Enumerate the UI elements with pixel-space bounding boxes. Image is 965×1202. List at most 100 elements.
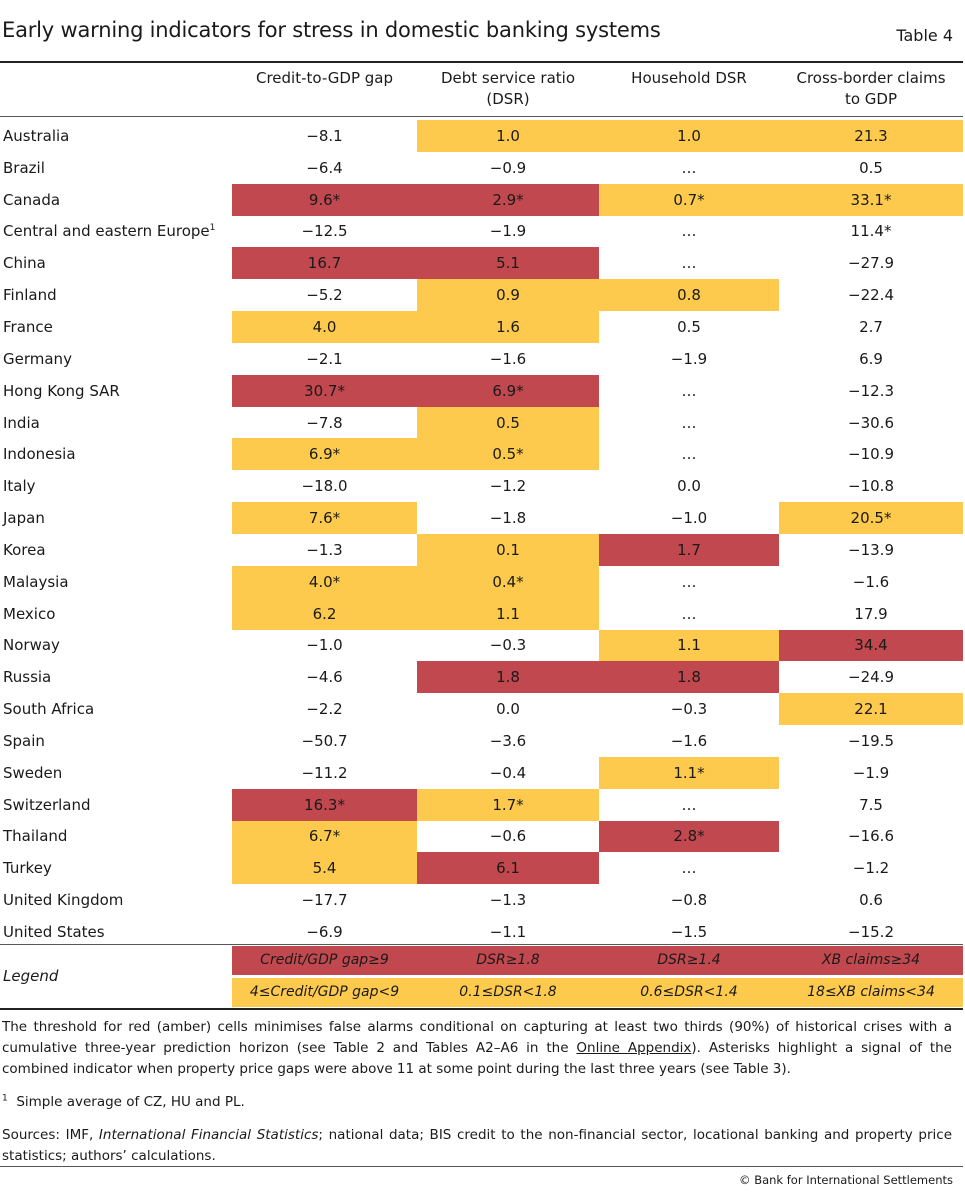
country-name: Japan [3, 509, 45, 528]
table-row: India −7.8 0.5 … −30.6 [0, 406, 963, 439]
country-name: Finland [3, 286, 57, 305]
cell-dsr: 1.8 [417, 661, 599, 694]
cell-household-dsr: 1.1* [599, 756, 779, 789]
cell-dsr: 6.1 [417, 852, 599, 885]
legend: Legend Credit/GDP gap≥9 DSR≥1.8 DSR≥1.4 … [0, 945, 963, 1008]
country-name: Turkey [3, 859, 52, 878]
country-name: Italy [3, 477, 36, 496]
cell-dsr: −0.6 [489, 827, 527, 846]
legend-amber-dsr: 0.1≤DSR<1.8 [417, 978, 599, 1007]
table-row: Sweden −11.2 −0.4 1.1* −1.9 [0, 756, 963, 789]
cell-household-dsr: −1.0 [670, 509, 708, 528]
cell-dsr: 5.1 [417, 247, 599, 280]
table-row: Brazil −6.4 −0.9 … 0.5 [0, 152, 963, 184]
header-country [0, 64, 232, 120]
cell-credit-gap: 4.0* [232, 565, 417, 598]
cell-household-dsr: … [681, 413, 697, 432]
cell-household-dsr: … [681, 604, 697, 623]
cell-cross-border: −22.4 [848, 286, 894, 305]
cell-dsr: 1.0 [417, 120, 599, 152]
cell-household-dsr: −1.6 [670, 731, 708, 750]
cell-household-dsr: … [681, 859, 697, 878]
header-credit-gap: Credit-to-GDP gap [255, 69, 394, 87]
cell-credit-gap: 16.7 [232, 247, 417, 280]
cell-cross-border: 7.5 [859, 795, 883, 814]
cell-credit-gap: −2.1 [306, 349, 343, 368]
cell-credit-gap: −6.4 [306, 158, 343, 177]
online-appendix-link[interactable]: Online Appendix [576, 1040, 692, 1056]
cell-household-dsr: … [681, 572, 697, 591]
table-row: Italy −18.0 −1.2 0.0 −10.8 [0, 470, 963, 502]
cell-cross-border: −10.9 [848, 445, 894, 464]
legend-amber-xb-claims: 18≤XB claims<34 [779, 978, 963, 1007]
country-name: United Kingdom [3, 891, 124, 910]
cell-household-dsr: 1.0 [599, 120, 779, 152]
table-row: China 16.7 5.1 … −27.9 [0, 247, 963, 280]
cell-dsr: −1.1 [489, 923, 527, 942]
cell-cross-border: −19.5 [848, 731, 894, 750]
table-row: Russia −4.6 1.8 1.8 −24.9 [0, 661, 963, 694]
cell-dsr: −0.3 [489, 636, 527, 655]
table-row: Malaysia 4.0* 0.4* … −1.6 [0, 565, 963, 598]
cell-credit-gap: 4.0 [232, 311, 417, 343]
cell-credit-gap: 7.6* [232, 502, 417, 534]
cell-credit-gap: −2.2 [306, 700, 343, 719]
table-row: Japan 7.6* −1.8 −1.0 20.5* [0, 502, 963, 534]
country-name: Thailand [3, 827, 68, 846]
table-row: Thailand 6.7* −0.6 2.8* −16.6 [0, 820, 963, 853]
cell-cross-border: −12.3 [848, 381, 894, 400]
copyright: © Bank for International Settlements [739, 1173, 953, 1187]
cell-household-dsr: −1.5 [670, 923, 708, 942]
cell-dsr: 0.5* [417, 438, 599, 471]
cell-dsr: −1.3 [489, 891, 527, 910]
cell-household-dsr: … [681, 254, 697, 273]
legend-label: Legend [3, 967, 59, 985]
cell-credit-gap: −4.6 [306, 668, 343, 687]
country-name: Hong Kong SAR [3, 381, 120, 400]
table-row: Indonesia 6.9* 0.5* … −10.9 [0, 438, 963, 471]
cell-dsr: 1.7* [417, 788, 599, 821]
cell-dsr: 1.6 [417, 311, 599, 343]
table-row: Central and eastern Europe1 −12.5 −1.9 … 11.… [0, 216, 963, 248]
top-rule [0, 61, 963, 63]
cell-dsr: 0.4* [417, 565, 599, 598]
country-name: Malaysia [3, 572, 69, 591]
header-household-dsr: Household DSR [631, 69, 747, 87]
cell-cross-border: −30.6 [848, 413, 894, 432]
cell-credit-gap: 9.6* [232, 183, 417, 216]
cell-dsr: 0.5 [417, 406, 599, 439]
cell-cross-border: −1.9 [852, 763, 890, 782]
table-row: South Africa −2.2 0.0 −0.3 22.1 [0, 693, 963, 726]
table-row: Korea −1.3 0.1 1.7 −13.9 [0, 533, 963, 566]
cell-dsr: −0.4 [489, 763, 527, 782]
cell-household-dsr: 0.0 [677, 477, 701, 496]
cell-credit-gap: 6.7* [232, 820, 417, 853]
country-name: India [3, 413, 40, 432]
cell-cross-border: −1.2 [852, 859, 890, 878]
country-name: Sweden [3, 763, 63, 782]
table-row: Australia −8.1 1.0 1.0 21.3 [0, 120, 963, 152]
header-rule [0, 116, 963, 117]
cell-credit-gap: −50.7 [301, 731, 348, 750]
cell-dsr: 0.0 [496, 700, 520, 719]
cell-dsr: −1.9 [489, 222, 527, 241]
page-title: Early warning indicators for stress in d… [2, 18, 661, 42]
table-header-row: Credit-to-GDP gap Debt service ratio (DSR… [0, 64, 963, 120]
country-name: Mexico [3, 604, 56, 623]
cell-credit-gap: 30.7* [232, 374, 417, 407]
cell-credit-gap: −5.2 [306, 286, 343, 305]
cell-household-dsr: 2.8* [599, 820, 779, 853]
cell-cross-border: 6.9 [859, 349, 883, 368]
cell-dsr: −3.6 [489, 731, 527, 750]
cell-household-dsr: … [681, 445, 697, 464]
cell-dsr: −1.6 [489, 349, 527, 368]
cell-credit-gap: 5.4 [232, 852, 417, 885]
table-row: United States −6.9 −1.1 −1.5 −15.2 [0, 916, 963, 948]
cell-dsr: 1.1 [417, 597, 599, 630]
cell-cross-border: −24.9 [848, 668, 894, 687]
cell-household-dsr: −0.3 [670, 700, 708, 719]
cell-cross-border: −10.8 [848, 477, 894, 496]
cell-credit-gap: −1.3 [306, 540, 343, 559]
country-name: Spain [3, 731, 45, 750]
table-row: Spain −50.7 −3.6 −1.6 −19.5 [0, 725, 963, 757]
